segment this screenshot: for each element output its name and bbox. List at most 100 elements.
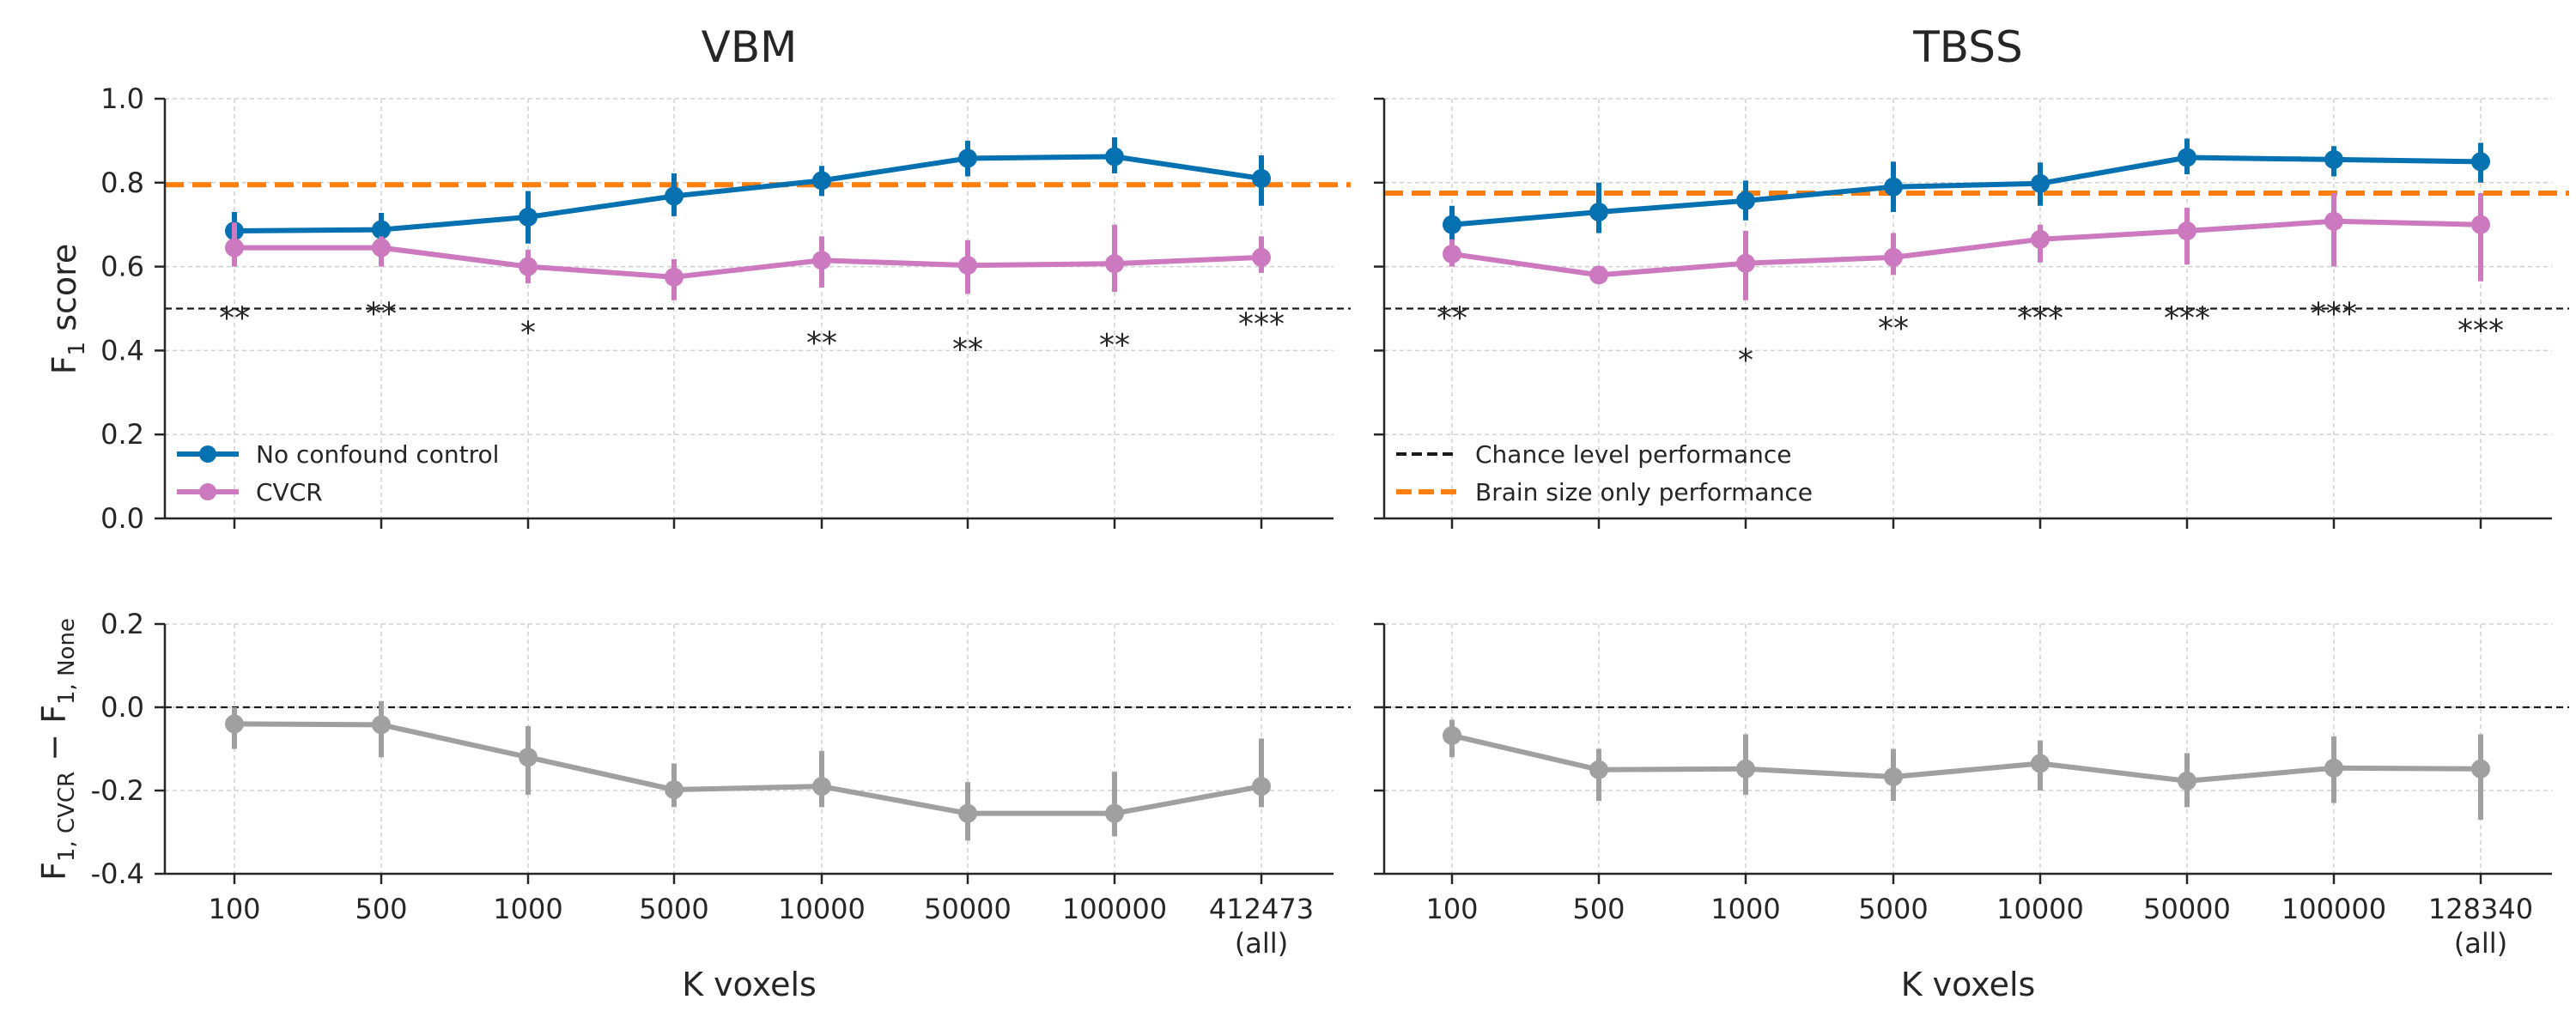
- data-point: [519, 207, 538, 227]
- significance-label: ***: [2017, 300, 2063, 336]
- data-point: [225, 238, 244, 258]
- data-point: [2471, 152, 2490, 172]
- legend-entry: Chance level performance: [1475, 440, 1792, 469]
- x-tick-label-line: 10000: [778, 893, 866, 925]
- data-point: [1252, 777, 1271, 797]
- x-tick-label-line: 100000: [2281, 893, 2386, 925]
- y-tick-label: -0.2: [91, 774, 144, 807]
- series-difference: [225, 700, 1271, 841]
- significance-label: ***: [2164, 300, 2210, 336]
- data-point: [1736, 253, 1755, 273]
- legend-marker: [199, 483, 216, 500]
- x-tick-label-line: 100: [1425, 893, 1478, 925]
- data-point: [1589, 203, 1608, 222]
- series-line: [234, 245, 1262, 280]
- data-point: [372, 220, 391, 239]
- panel-title: VBM: [702, 22, 798, 72]
- data-point: [2031, 754, 2050, 773]
- legend-entry: Brain size only performance: [1475, 478, 1813, 506]
- x-tick-label: 50000: [2143, 893, 2231, 925]
- y-tick-label: 0.2: [100, 418, 144, 451]
- x-tick-label-line: 50000: [924, 893, 1012, 925]
- significance-label: **: [1099, 328, 1130, 363]
- data-point: [1589, 760, 1608, 779]
- data-point: [1105, 147, 1124, 167]
- y-tick-label: -0.4: [91, 857, 144, 890]
- x-tick-label-line: 128340: [2428, 893, 2533, 925]
- data-point: [958, 256, 977, 276]
- series-cvcr: [225, 222, 1271, 300]
- series-line: [1451, 733, 2482, 784]
- significance-label: ***: [1238, 307, 1285, 342]
- legend-entry: No confound control: [256, 440, 499, 469]
- legend: Chance level performance Brain size only …: [1396, 440, 1813, 506]
- data-point: [2178, 771, 2196, 791]
- data-point: [1884, 766, 1903, 786]
- y-tick-label: 0.6: [100, 251, 144, 283]
- x-tick-label: 50000: [924, 893, 1012, 925]
- data-point: [2471, 759, 2490, 779]
- y-tick-label: 0.2: [100, 608, 144, 640]
- x-tick-label: 412473 (all): [1209, 893, 1314, 960]
- x-tick-label: 100: [208, 893, 260, 925]
- x-tick-label-line: 10000: [1996, 893, 2084, 925]
- y-label-part: F: [46, 355, 83, 374]
- y-tick-label: 1.0: [100, 82, 144, 115]
- significance-label: ***: [2311, 297, 2357, 332]
- x-tick-label: 1000: [493, 893, 562, 925]
- data-point: [2471, 215, 2490, 234]
- y-tick-label: 0.4: [100, 334, 144, 367]
- x-tick-label: 100: [1425, 893, 1478, 925]
- x-tick-label-line: 100000: [1062, 893, 1167, 925]
- y-label-part: − F: [35, 705, 73, 772]
- data-point: [812, 777, 831, 797]
- series-line: [1451, 154, 2482, 227]
- significance-label: **: [806, 326, 837, 361]
- significance-label: *: [1738, 342, 1753, 378]
- data-point: [1443, 725, 1461, 745]
- x-tick-label-line: (all): [2454, 927, 2507, 960]
- x-tick-label-line: 5000: [639, 893, 708, 925]
- series-no-confound-control: [1443, 138, 2490, 246]
- y-tick-label: 0.8: [100, 167, 144, 199]
- y-tick-label: 0.0: [100, 502, 144, 535]
- data-point: [1252, 247, 1271, 267]
- significance-label: **: [219, 300, 250, 336]
- significance-label: **: [1878, 312, 1909, 347]
- x-tick-label-line: (all): [1235, 927, 1288, 960]
- data-point: [1443, 215, 1461, 234]
- data-point: [2031, 229, 2050, 249]
- y-label-part: 1: [64, 342, 90, 356]
- y-tick-label: 0.0: [100, 691, 144, 724]
- data-point: [519, 748, 538, 767]
- significance-label: **: [952, 332, 983, 367]
- x-tick-label: 100000: [2281, 893, 2386, 925]
- data-point: [1736, 759, 1755, 779]
- panel-title: TBSS: [1912, 22, 2022, 72]
- x-tick-label: 500: [355, 893, 407, 925]
- x-tick-label-line: 100: [208, 893, 260, 925]
- x-axis-label: K voxels: [1901, 966, 2036, 1003]
- data-point: [519, 257, 538, 276]
- significance-label: ***: [2458, 313, 2504, 348]
- data-point: [958, 148, 977, 168]
- data-point: [2031, 173, 2050, 193]
- data-point: [1443, 244, 1461, 264]
- data-point: [1252, 168, 1271, 188]
- data-point: [2178, 221, 2196, 241]
- x-tick-label: 500: [1572, 893, 1625, 925]
- data-point: [1884, 177, 1903, 197]
- x-tick-label-line: 50000: [2143, 893, 2231, 925]
- data-point: [1884, 247, 1903, 267]
- data-point: [1105, 803, 1124, 823]
- x-tick-label-line: 500: [355, 893, 407, 925]
- data-point: [372, 238, 391, 258]
- panel-bottom-left: -0.4 -0.2 0.0 0.2 100 500 1000 5000 10000 50000 10…: [91, 608, 1351, 1003]
- x-tick-label-line: 1000: [493, 893, 562, 925]
- data-point: [665, 186, 683, 206]
- x-tick-label: 5000: [639, 893, 708, 925]
- x-tick-label: 5000: [1858, 893, 1928, 925]
- x-tick-label-line: 500: [1572, 893, 1625, 925]
- data-point: [1105, 254, 1124, 274]
